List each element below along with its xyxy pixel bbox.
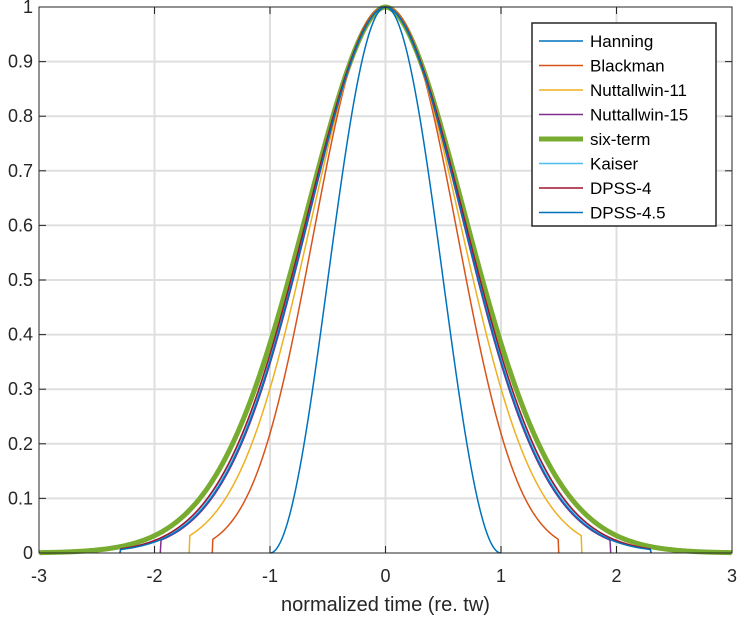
y-tick-label: 0.9 [8,52,33,72]
legend-box [531,22,717,227]
x-tick-label: 2 [611,566,621,586]
y-tick-label: 0.1 [8,488,33,508]
legend-label-hanning: Hanning [590,32,653,51]
y-tick-label: 0.8 [8,106,33,126]
x-tick-label: -2 [146,566,162,586]
legend-label-dpss-4-5: DPSS-4.5 [590,204,666,223]
x-tick-label: 3 [727,566,737,586]
y-tick-label: 0.3 [8,379,33,399]
legend-label-six-term: six-term [590,130,650,149]
y-tick-label: 0.4 [8,325,33,345]
y-tick-label: 0.5 [8,270,33,290]
axis-ticks [38,6,733,554]
y-tick-label: 1 [23,0,33,17]
legend-label-blackman: Blackman [590,57,665,76]
legend-label-nuttallwin-11: Nuttallwin-11 [590,81,687,100]
legend-label-dpss-4: DPSS-4 [590,179,651,198]
y-tick-label: 0.7 [8,161,33,181]
x-tick-label: 0 [380,566,390,586]
x-tick-labels: -3 -2 -1 0 1 2 3 [31,566,737,586]
legend-label-nuttallwin-15: Nuttallwin-15 [590,106,688,125]
x-axis-label: normalized time (re. tw) [281,594,490,616]
y-tick-label: 0.2 [8,434,33,454]
x-tick-label: 1 [496,566,506,586]
legend: Hanning Blackman Nuttallwin-11 Nuttallwin-1… [531,22,717,227]
y-tick-label: 0.6 [8,215,33,235]
legend-label-kaiser: Kaiser [590,155,639,174]
y-tick-label: 0 [23,543,33,563]
x-tick-label: -1 [262,566,278,586]
y-tick-labels: 0 0.1 0.2 0.3 0.4 0.5 0.6 0.7 0.8 0.9 1 [8,0,33,563]
x-tick-label: -3 [31,566,47,586]
